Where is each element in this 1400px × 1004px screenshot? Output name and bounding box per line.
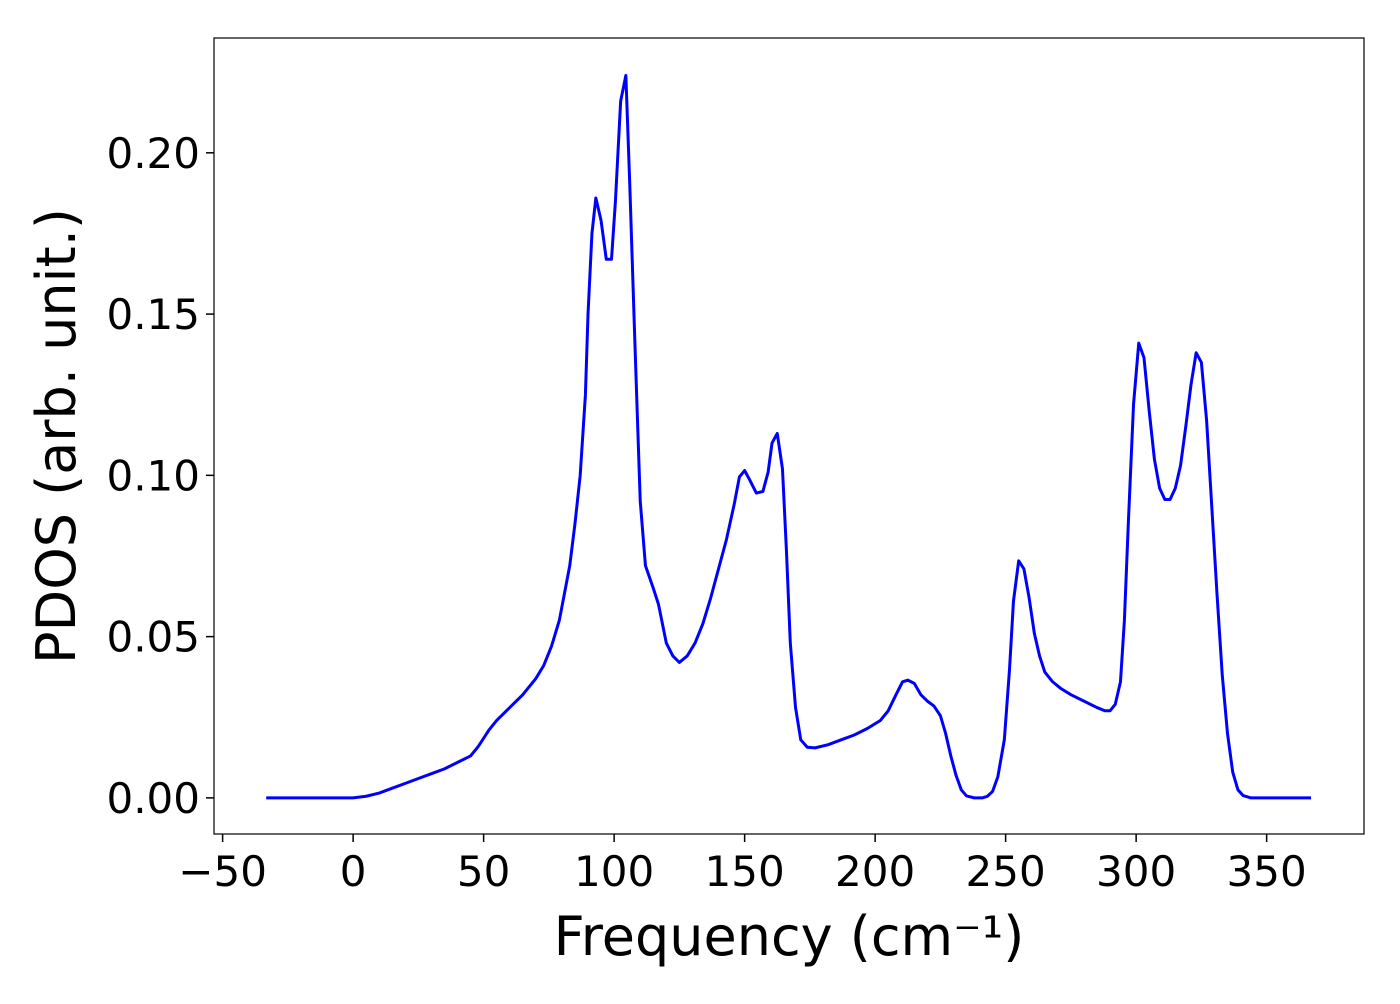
- x-tick-label: 200: [835, 847, 915, 896]
- x-tick-label: 150: [705, 847, 785, 896]
- x-tick-label: 100: [574, 847, 654, 896]
- x-tick-label: 50: [457, 847, 510, 896]
- x-tick-label: 0: [340, 847, 367, 896]
- y-tick-label: 0.00: [106, 774, 200, 823]
- x-tick-label: 300: [1096, 847, 1176, 896]
- x-axis-label: Frequency (cm⁻¹): [554, 905, 1025, 968]
- x-tick-label: 350: [1227, 847, 1307, 896]
- x-tick-label: 250: [966, 847, 1046, 896]
- y-axis-label: PDOS (arb. unit.): [25, 208, 88, 664]
- data-line: [266, 73, 1312, 800]
- x-tick-label: −50: [178, 847, 267, 896]
- y-tick-label: 0.10: [106, 451, 200, 500]
- y-tick-label: 0.20: [106, 129, 200, 178]
- plot-frame: [213, 37, 1365, 835]
- y-tick-label: 0.05: [106, 613, 200, 662]
- y-tick-label: 0.15: [106, 290, 200, 339]
